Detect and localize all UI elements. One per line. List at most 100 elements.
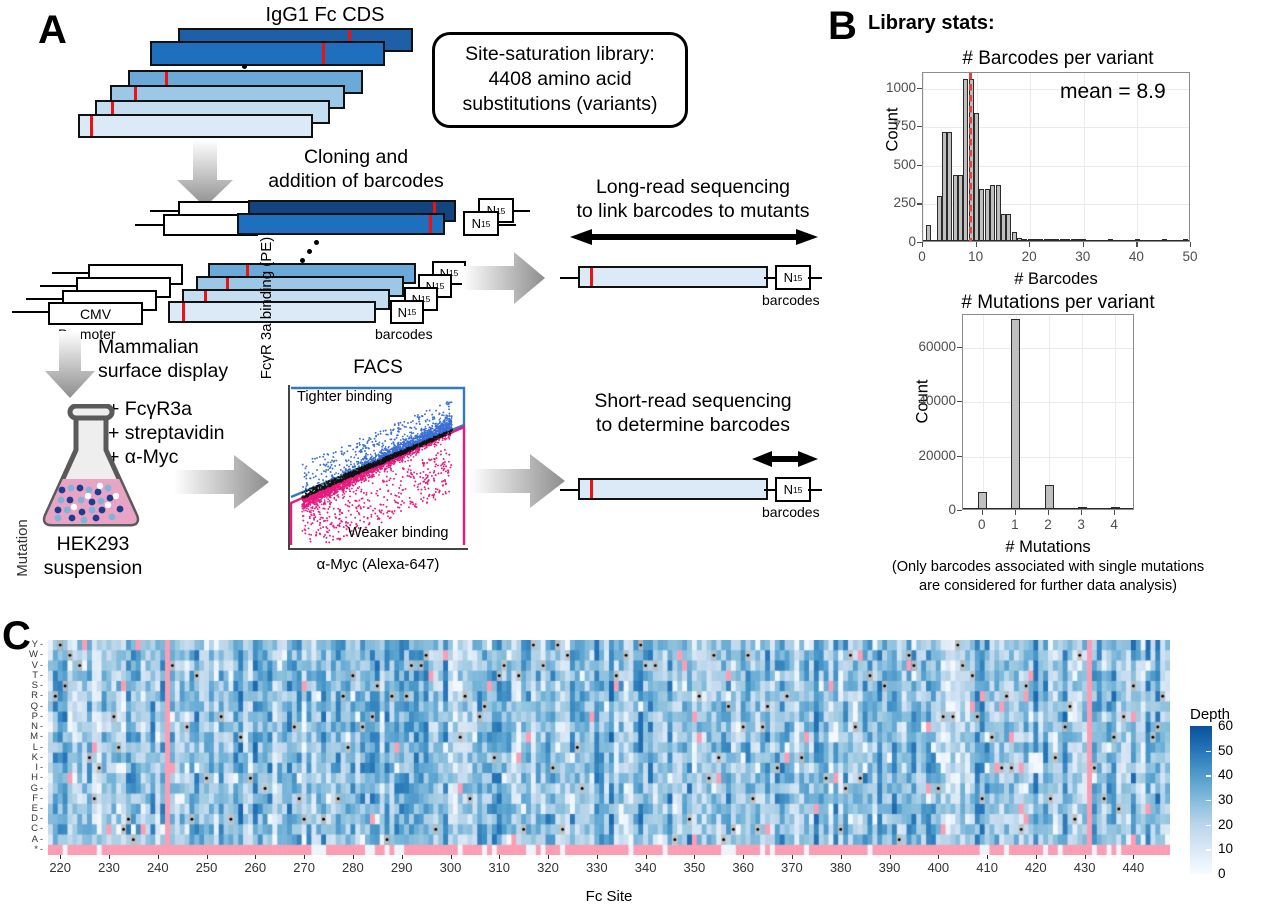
shortread-arrow-icon bbox=[470, 454, 565, 508]
construct-cds bbox=[168, 301, 376, 323]
legend-tick-label: 50 bbox=[1218, 742, 1234, 758]
barcodes-x-axis-label: # Barcodes bbox=[1014, 270, 1098, 288]
reagent-item: + α-Myc bbox=[108, 445, 179, 468]
barcodes-mean-annotation: mean = 8.9 bbox=[1060, 80, 1166, 103]
shortread-line: Short-read sequencing bbox=[594, 390, 792, 412]
barcodes-chart-title: # Barcodes per variant bbox=[962, 48, 1154, 69]
flask-icon bbox=[42, 404, 140, 527]
facs-scatter bbox=[289, 386, 466, 545]
barcode-sub: 15 bbox=[448, 268, 459, 278]
barcodes-caption: barcodes bbox=[375, 326, 433, 342]
barcodes-histogram bbox=[922, 72, 1190, 242]
barcode-sub: 15 bbox=[480, 218, 491, 229]
barcode-sub: 15 bbox=[434, 281, 445, 291]
legend-tick-label: 60 bbox=[1218, 718, 1234, 733]
facs-gate-bottom-label: Weaker binding bbox=[348, 525, 449, 541]
mutations-chart-title: # Mutations per variant bbox=[961, 292, 1155, 313]
display-label: Mammalian surface display bbox=[98, 336, 278, 384]
callout-line: Site-saturation library: bbox=[465, 43, 655, 65]
construct-cds bbox=[578, 266, 768, 288]
legend-tick-label: 40 bbox=[1218, 767, 1234, 783]
cells-line: HEK293 bbox=[56, 533, 130, 555]
facs-x-label: α-Myc (Alexa-647) bbox=[316, 556, 440, 573]
barcode-sub: 15 bbox=[495, 205, 506, 216]
igg-cds-title: IgG1 Fc CDS bbox=[265, 4, 385, 26]
legend-tick bbox=[1206, 824, 1211, 827]
longread-arrow-icon bbox=[462, 252, 545, 304]
facs-arrow-icon bbox=[174, 455, 269, 509]
heatmap-x-axis-label: Fc Site bbox=[585, 888, 633, 905]
legend-tick bbox=[1206, 800, 1211, 802]
heatmap-canvas[interactable] bbox=[48, 640, 1170, 855]
library-stats-heading: Library stats: bbox=[868, 12, 995, 34]
barcodes-caption: barcodes bbox=[762, 292, 820, 308]
shortread-label: Short-read sequencing to determine barco… bbox=[556, 390, 830, 438]
cloning-arrow-icon bbox=[177, 140, 233, 207]
longread-line: to link barcodes to mutants bbox=[576, 199, 810, 222]
mutations-histogram bbox=[962, 314, 1134, 510]
note-line: (Only barcodes associated with single mu… bbox=[891, 559, 1205, 575]
legend-tick bbox=[1206, 775, 1211, 777]
legend-gradient bbox=[1190, 726, 1212, 874]
display-line: surface display bbox=[98, 359, 229, 382]
barcode-label: N bbox=[411, 291, 421, 307]
facs-plot: Tighter binding Weaker binding bbox=[288, 385, 468, 550]
panel-c-letter: C bbox=[2, 614, 31, 658]
longread-doublearrow-icon bbox=[570, 229, 818, 245]
mutations-y-axis-label: Count bbox=[913, 379, 932, 424]
barcode-label: N bbox=[397, 304, 407, 320]
cmv-label: CMV bbox=[79, 305, 112, 322]
cells-line: suspension bbox=[43, 556, 143, 579]
library-callout-box: Site-saturation library: 4408 amino acid… bbox=[432, 32, 688, 128]
cds-bar bbox=[78, 114, 313, 138]
panel-a-letter: A bbox=[38, 8, 67, 52]
display-line: Mammalian bbox=[98, 336, 199, 358]
shortread-line: to determine barcodes bbox=[595, 413, 791, 436]
facs-y-label: FcγR 3a binding (PE) bbox=[258, 236, 275, 380]
cmv-promoter-box[interactable]: CMV bbox=[48, 302, 143, 325]
shortread-doublearrow-icon bbox=[752, 451, 818, 467]
backbone-line bbox=[560, 489, 582, 492]
backbone-line bbox=[808, 277, 822, 280]
legend-tick-label: 0 bbox=[1218, 866, 1226, 881]
construct-cds bbox=[578, 478, 768, 500]
barcode-sub: 15 bbox=[406, 307, 417, 317]
backbone-line bbox=[808, 489, 822, 492]
reagent-item: + FcγR3a bbox=[108, 398, 192, 420]
backbone-line bbox=[764, 489, 778, 492]
barcode-label: N bbox=[783, 270, 793, 285]
legend-tick bbox=[1206, 750, 1211, 753]
barcodes-y-axis-label: Count bbox=[883, 107, 902, 152]
backbone-line bbox=[560, 277, 582, 280]
callout-line: substitutions (variants) bbox=[462, 92, 658, 115]
panel-b-letter: B bbox=[828, 4, 857, 48]
cloning-line: addition of barcodes bbox=[268, 169, 444, 192]
legend-tick bbox=[1206, 849, 1211, 851]
cloning-label: Cloning and addition of barcodes bbox=[236, 146, 476, 194]
barcode-sub: 15 bbox=[420, 294, 431, 304]
legend-title: Depth bbox=[1190, 706, 1231, 723]
mutation-depth-heatmap[interactable] bbox=[48, 640, 1170, 855]
barcode-sub: 15 bbox=[792, 272, 803, 283]
cloning-line: Cloning and bbox=[303, 146, 409, 168]
backbone-line bbox=[764, 277, 778, 280]
longread-line: Long-read sequencing bbox=[595, 176, 791, 198]
mutations-x-axis-label: # Mutations bbox=[1005, 538, 1091, 556]
display-arrow-icon bbox=[45, 331, 95, 398]
facs-gate-top-label: Tighter binding bbox=[297, 389, 393, 405]
backbone-line bbox=[512, 210, 530, 213]
heatmap-y-axis-label: Mutation bbox=[14, 519, 31, 577]
longread-label: Long-read sequencing to link barcodes to… bbox=[556, 176, 830, 224]
panel-a: A IgG1 Fc CDS Site-saturation library: 4… bbox=[0, 0, 830, 615]
barcode-label: N bbox=[471, 216, 481, 231]
backbone-line bbox=[498, 224, 516, 227]
barcodes-caption: barcodes bbox=[762, 504, 820, 520]
panel-b-note: (Only barcodes associated with single mu… bbox=[828, 558, 1268, 596]
callout-line: 4408 amino acid bbox=[488, 67, 632, 90]
reagent-item: + streptavidin bbox=[108, 421, 225, 444]
legend-tick-label: 30 bbox=[1218, 792, 1234, 807]
